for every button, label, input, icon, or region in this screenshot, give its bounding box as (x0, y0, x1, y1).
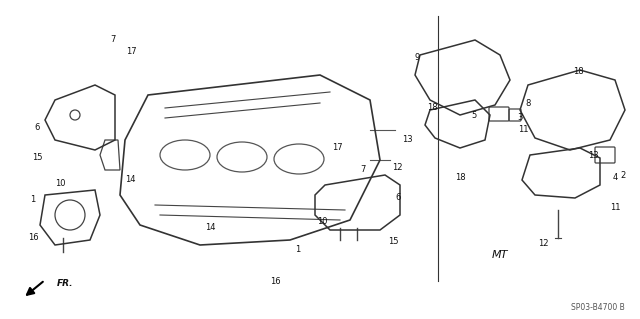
Text: 1: 1 (296, 246, 301, 255)
Text: 13: 13 (402, 136, 412, 145)
Text: 7: 7 (110, 35, 116, 44)
Text: 14: 14 (125, 175, 135, 184)
Text: 1: 1 (30, 196, 36, 204)
Text: MT: MT (492, 250, 508, 260)
Text: 11: 11 (610, 203, 620, 211)
Text: 3: 3 (517, 114, 523, 122)
Text: 16: 16 (269, 278, 280, 286)
Text: 5: 5 (472, 110, 477, 120)
Text: FR.: FR. (57, 278, 74, 287)
Text: 15: 15 (388, 238, 398, 247)
Text: 10: 10 (55, 179, 65, 188)
Text: 8: 8 (525, 99, 531, 108)
Text: 14: 14 (205, 224, 215, 233)
Text: 18: 18 (427, 103, 437, 113)
Text: 18: 18 (454, 174, 465, 182)
Text: 12: 12 (538, 239, 548, 248)
Text: 13: 13 (588, 151, 598, 160)
Text: 2: 2 (620, 172, 626, 181)
Text: 16: 16 (28, 234, 38, 242)
Text: 7: 7 (360, 166, 365, 174)
Text: SP03-B4700 B: SP03-B4700 B (571, 303, 625, 313)
Text: 18: 18 (573, 68, 583, 77)
Text: 6: 6 (35, 123, 40, 132)
Text: 11: 11 (518, 125, 528, 135)
Text: 4: 4 (612, 174, 618, 182)
Text: 17: 17 (125, 48, 136, 56)
Text: 6: 6 (396, 192, 401, 202)
Text: 10: 10 (317, 218, 327, 226)
Text: 15: 15 (32, 152, 42, 161)
Text: 9: 9 (414, 54, 420, 63)
Text: 12: 12 (392, 164, 403, 173)
Text: 17: 17 (332, 143, 342, 152)
